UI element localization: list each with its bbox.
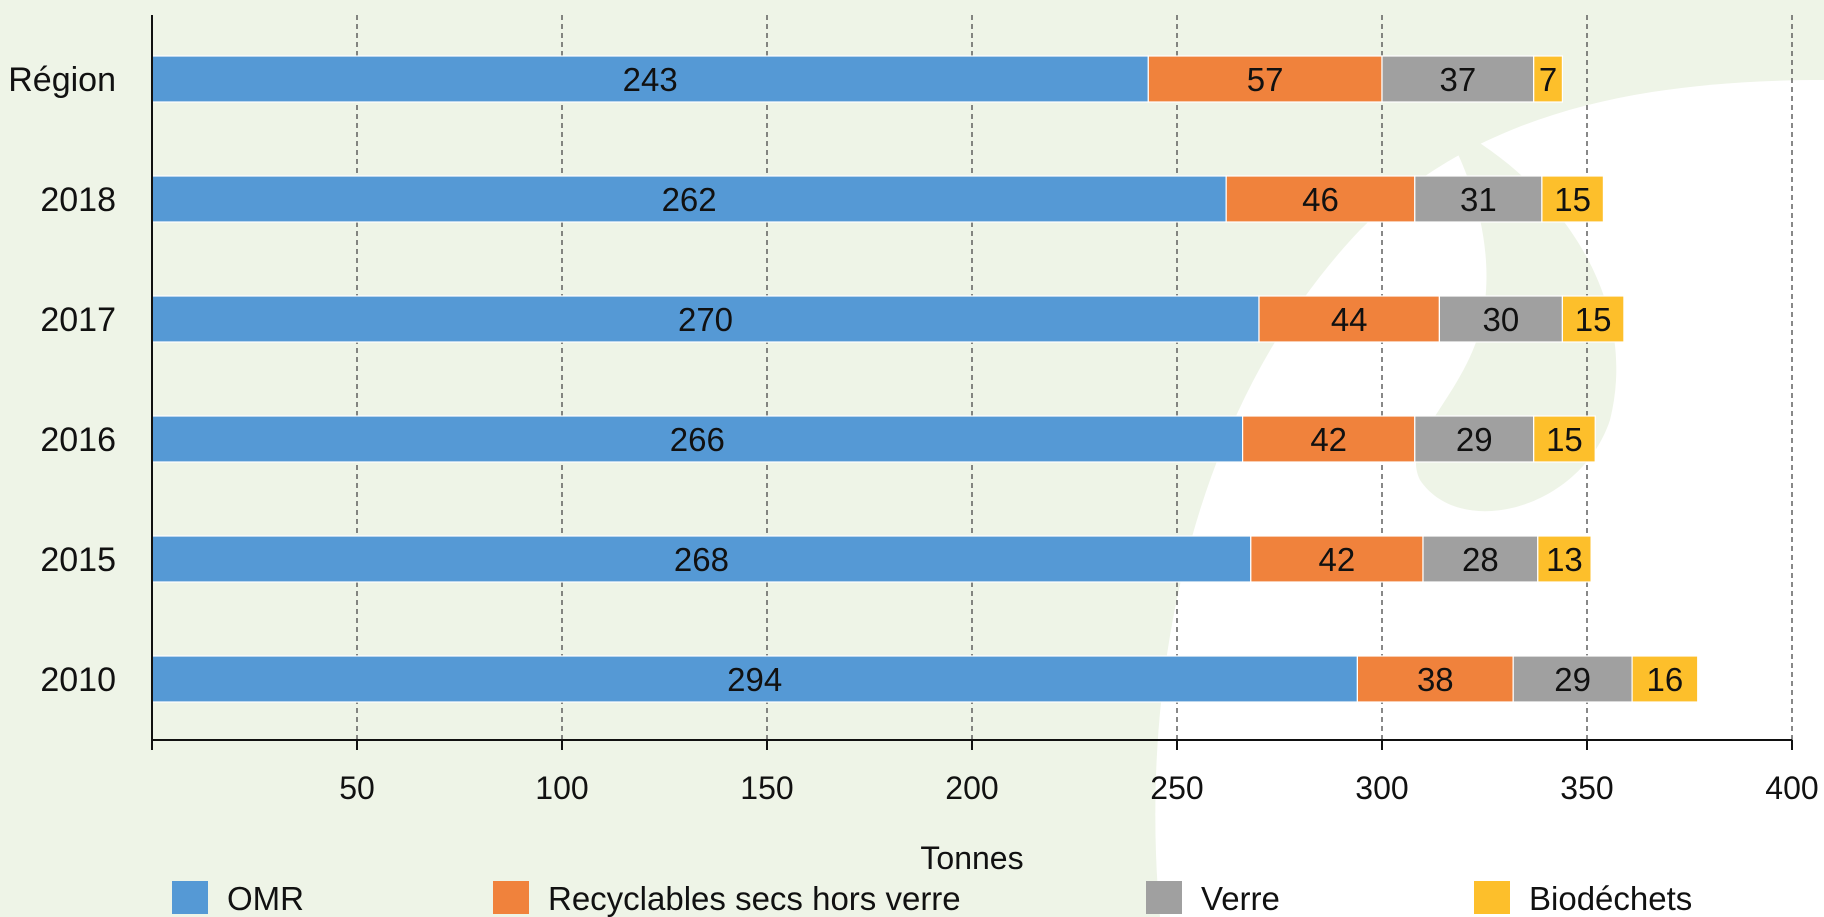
x-tick-label-50: 50 [339,770,375,806]
data-label-biodechets-2016: 15 [1546,421,1583,458]
legend-item-omr: OMR [172,880,304,917]
bar-biodechets-2010 [1631,655,1699,703]
data-label-biodechets-2018: 15 [1554,181,1591,218]
bar-recyclables-secs-hors-verre-2016 [1241,415,1416,463]
bar-verre-2016 [1414,415,1535,463]
legend-item-verre: Verre [1146,880,1280,917]
data-label-recyclables-secs-hors-verre-region: 57 [1247,61,1284,98]
bar-omr-2015 [151,535,1252,583]
bar-recyclables-secs-hors-verre-2010 [1356,655,1514,703]
bar-omr-2018 [151,175,1227,223]
data-label-verre-2016: 29 [1456,421,1493,458]
bar-row-2018: 262 46 31 15 [151,175,1605,223]
data-label-omr-2018: 262 [662,181,717,218]
bar-row-2017: 270 44 30 15 [151,295,1625,343]
bar-biodechets-2017 [1561,295,1625,343]
data-label-biodechets-region: 7 [1539,61,1557,98]
bar-omr-2017 [151,295,1260,343]
data-label-verre-region: 37 [1439,61,1476,98]
x-tick-label-100: 100 [535,770,588,806]
category-label-2015: 2015 [40,541,116,579]
bar-biodechets-2015 [1537,535,1592,583]
bar-verre-2018 [1414,175,1543,223]
category-label-2017: 2017 [40,301,116,339]
data-label-omr-region: 243 [623,61,678,98]
category-labels: Région 2018 2017 2016 2015 2010 [8,61,116,699]
data-label-recyclables-secs-hors-verre-2015: 42 [1319,541,1356,578]
data-label-recyclables-secs-hors-verre-2017: 44 [1331,301,1368,338]
bar-row-2015: 268 42 28 13 [151,535,1592,583]
bars: 243 57 37 7 262 46 31 15 270 44 30 15 266 42 29 15 268 42… [151,55,1699,703]
legend: OMR Recyclables secs hors verre Verre Biodé… [172,880,1692,917]
legend-item-recyclables-secs-hors-verre: Recyclables secs hors verre [493,880,961,917]
category-label-2010: 2010 [40,661,116,699]
bar-recyclables-secs-hors-verre-2015 [1250,535,1424,583]
data-label-recyclables-secs-hors-verre-2010: 38 [1417,661,1454,698]
category-label-2018: 2018 [40,181,116,219]
x-tick-label-150: 150 [740,770,793,806]
legend-label-verre: Verre [1201,880,1280,917]
legend-label-recyclables-secs-hors-verre: Recyclables secs hors verre [548,880,961,917]
legend-swatch-omr [172,881,208,914]
bar-verre-2017 [1438,295,1564,343]
data-label-verre-2018: 31 [1460,181,1497,218]
data-label-omr-2017: 270 [678,301,733,338]
data-label-verre-2017: 30 [1483,301,1520,338]
data-label-omr-2016: 266 [670,421,725,458]
category-label-region: Région [8,61,116,99]
data-label-recyclables-secs-hors-verre-2016: 42 [1310,421,1347,458]
axes [151,15,1793,750]
x-tick-label-200: 200 [945,770,998,806]
bar-omr-2010 [151,655,1359,703]
legend-item-biodechets: Biodéchets [1474,880,1692,917]
x-tick-label-350: 350 [1560,770,1613,806]
x-tick-labels: 50 100 150 200 250 300 350 400 [339,770,1818,806]
bar-recyclables-secs-hors-verre-2017 [1258,295,1440,343]
bar-row-2010: 294 38 29 16 [151,655,1699,703]
legend-swatch-biodechets [1474,881,1510,914]
legend-swatch-verre [1146,881,1182,914]
bar-biodechets-2016 [1533,415,1596,463]
bar-verre-2015 [1422,535,1539,583]
data-label-biodechets-2015: 13 [1546,541,1583,578]
data-label-omr-2015: 268 [674,541,729,578]
bar-biodechets-region [1533,55,1563,103]
data-label-verre-2015: 28 [1462,541,1499,578]
legend-label-biodechets: Biodéchets [1529,880,1692,917]
data-label-biodechets-2010: 16 [1647,661,1684,698]
legend-swatch-recyclables-secs-hors-verre [493,881,529,914]
x-tick-label-400: 400 [1765,770,1818,806]
bar-row-2016: 266 42 29 15 [151,415,1596,463]
x-tick-label-300: 300 [1355,770,1408,806]
category-label-2016: 2016 [40,421,116,459]
bar-biodechets-2018 [1541,175,1605,223]
x-tick-label-250: 250 [1150,770,1203,806]
legend-label-omr: OMR [227,880,304,917]
data-label-omr-2010: 294 [727,661,782,698]
x-axis-title: Tonnes [920,840,1023,876]
bar-row-region: 243 57 37 7 [151,55,1563,103]
bar-recyclables-secs-hors-verre-region [1147,55,1383,103]
data-label-verre-2010: 29 [1554,661,1591,698]
data-label-biodechets-2017: 15 [1575,301,1612,338]
data-label-recyclables-secs-hors-verre-2018: 46 [1302,181,1339,218]
grid-lines [356,15,1793,740]
